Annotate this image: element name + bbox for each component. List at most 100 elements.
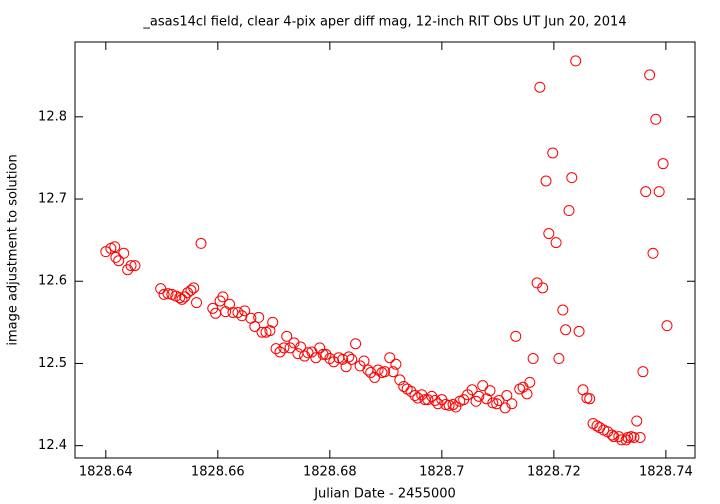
data-point (631, 415, 643, 427)
data-point (185, 284, 197, 296)
data-point (191, 297, 203, 309)
data-point (155, 283, 167, 295)
data-point (510, 330, 522, 342)
data-point (217, 291, 229, 303)
data-point (584, 393, 596, 405)
data-point (644, 69, 656, 81)
data-point (473, 390, 485, 402)
data-point (524, 376, 536, 388)
data-point (534, 81, 546, 93)
y-tick-label: 12.4 (38, 438, 67, 453)
data-point (337, 353, 349, 365)
data-point (499, 402, 511, 414)
data-point (129, 260, 141, 272)
data-point (550, 237, 562, 249)
x-tick-label: 1828.74 (639, 465, 693, 480)
data-point (493, 394, 505, 406)
data-point (547, 147, 559, 159)
data-point (527, 353, 539, 365)
data-point (466, 384, 478, 396)
x-tick-label: 1828.64 (79, 465, 133, 480)
y-axis-label: image adjustment to solution (6, 154, 21, 345)
data-point (560, 324, 572, 336)
plot-frame (74, 41, 696, 459)
data-point (310, 352, 322, 364)
data-point (573, 325, 585, 337)
data-point (540, 175, 552, 187)
data-point (661, 320, 673, 332)
data-point (109, 241, 121, 253)
data-point (317, 348, 329, 360)
data-point (501, 390, 513, 402)
data-point (563, 205, 575, 217)
data-point (292, 348, 304, 360)
data-point (537, 282, 549, 294)
data-point (270, 343, 282, 355)
data-point (343, 351, 355, 363)
data-point (188, 282, 200, 294)
data-point (613, 431, 625, 443)
data-point (591, 420, 603, 432)
data-point (358, 355, 370, 367)
data-point (125, 260, 137, 272)
data-point (487, 397, 499, 409)
x-tick-label: 1828.7 (419, 465, 465, 480)
data-point (429, 394, 441, 406)
data-point (640, 186, 652, 198)
data-point (484, 385, 496, 397)
data-point (239, 305, 251, 317)
data-point (608, 431, 620, 443)
data-point (320, 348, 332, 360)
data-point (628, 431, 640, 443)
data-point (232, 306, 244, 318)
data-point (405, 385, 417, 397)
data-point (426, 390, 438, 402)
data-point (379, 366, 391, 378)
data-point (267, 316, 279, 328)
y-tick-label: 12.5 (38, 356, 67, 371)
data-point (653, 186, 665, 198)
data-point (302, 347, 314, 359)
x-tick-label: 1828.68 (303, 465, 357, 480)
data-point (606, 429, 618, 441)
data-point (447, 399, 459, 411)
data-point (616, 434, 628, 446)
data-point (506, 398, 518, 410)
data-point (118, 247, 130, 259)
data-point (176, 293, 188, 305)
data-point (346, 353, 358, 365)
data-point (158, 288, 170, 300)
data-point (288, 337, 300, 349)
data-point (521, 388, 533, 400)
data-point (384, 352, 396, 364)
x-tick-label: 1828.66 (191, 465, 245, 480)
data-point (650, 113, 662, 125)
data-point (553, 353, 565, 365)
data-point (647, 247, 659, 259)
data-point (566, 172, 578, 184)
data-point (253, 311, 265, 323)
data-point (281, 330, 293, 342)
data-point (477, 380, 489, 392)
data-point (256, 326, 268, 338)
data-point (278, 342, 290, 354)
data-point (390, 358, 402, 370)
data-point (543, 228, 555, 240)
data-point (195, 237, 207, 249)
data-point (450, 401, 462, 413)
data-point (394, 374, 406, 386)
data-point (162, 288, 174, 300)
data-point (174, 292, 186, 304)
data-point (324, 353, 336, 365)
data-point (657, 158, 669, 170)
data-point (264, 325, 276, 337)
y-tick-label: 12.6 (38, 274, 67, 289)
data-point (409, 390, 421, 402)
data-point (634, 431, 646, 443)
data-point (387, 366, 399, 378)
chart-title: _asas14cl field, clear 4-pix aper diff m… (142, 15, 626, 30)
x-tick-label: 1828.72 (527, 465, 581, 480)
data-point (637, 366, 649, 378)
data-point (570, 55, 582, 67)
